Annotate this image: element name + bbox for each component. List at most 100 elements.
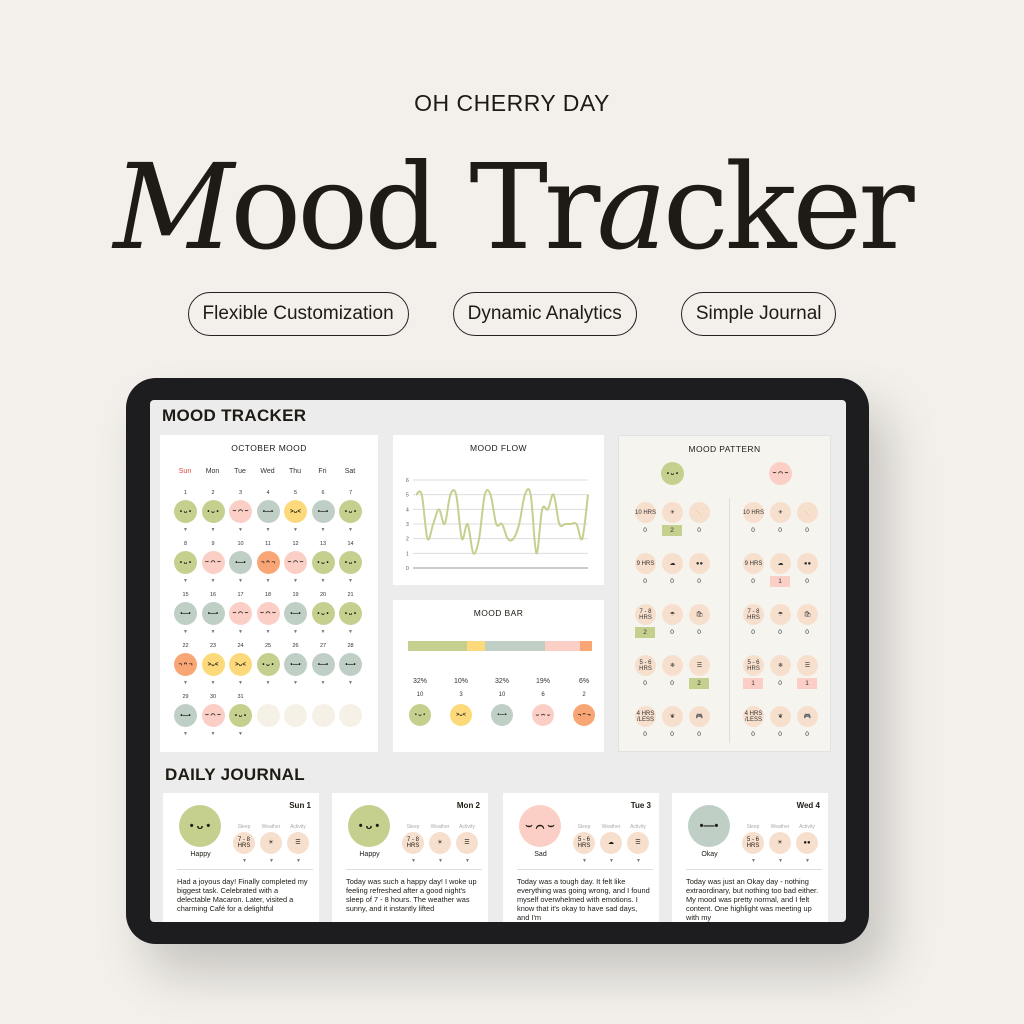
dropdown-caret-icon[interactable]: ▼: [265, 527, 271, 533]
dropdown-caret-icon[interactable]: ▼: [210, 680, 216, 686]
mood-face-happy[interactable]: • ᴗ •: [348, 805, 390, 847]
mood-face-okay[interactable]: •—•: [311, 653, 335, 676]
divider: [177, 869, 313, 870]
mood-face-happy[interactable]: • ᴗ •: [311, 551, 335, 574]
dropdown-caret-icon[interactable]: ▼: [320, 527, 326, 533]
dropdown-caret-icon[interactable]: ▼: [348, 527, 353, 533]
mood-face-excited[interactable]: >ᴗ<: [284, 500, 307, 523]
dropdown-caret-icon[interactable]: ▼: [320, 629, 326, 635]
dropdown-caret-icon[interactable]: ▼: [320, 578, 326, 584]
journal-card[interactable]: Mon 2 • ᴗ • Happy Sleep 7 - 8 HRS ▼ Weather ☀ ▼ A…: [332, 793, 488, 922]
dropdown-caret-icon[interactable]: ▼: [293, 629, 298, 635]
sleep-icon[interactable]: 7 - 8 HRS: [233, 832, 255, 854]
dropdown-caret-icon[interactable]: ▼: [269, 858, 274, 864]
dropdown-caret-icon[interactable]: ▼: [438, 858, 443, 864]
dropdown-caret-icon[interactable]: ▼: [296, 858, 301, 864]
activity-icon[interactable]: ☰: [627, 832, 649, 854]
dropdown-caret-icon[interactable]: ▼: [242, 858, 247, 864]
dropdown-caret-icon[interactable]: ▼: [210, 527, 216, 533]
dropdown-caret-icon[interactable]: ▼: [293, 680, 298, 686]
mood-face-okay[interactable]: •—•: [174, 602, 197, 625]
mood-face-sad[interactable]: ⌣ ⌒ ⌣: [229, 500, 252, 523]
dropdown-caret-icon[interactable]: ▼: [238, 629, 243, 635]
mood-face-angry[interactable]: ¬ ᴖ ¬: [256, 551, 280, 574]
journal-text[interactable]: Today was such a happy day! I woke up fe…: [346, 877, 477, 913]
mood-face-okay[interactable]: •—•: [201, 602, 225, 625]
mood-face-okay[interactable]: •—•: [688, 805, 730, 847]
mood-face-angry[interactable]: ¬ ᴖ ¬: [174, 653, 197, 676]
journal-card[interactable]: Wed 4 •—• Okay Sleep 5 - 6 HRS ▼ Weather ☀ ▼ Acti…: [672, 793, 828, 922]
mood-face-okay[interactable]: •—•: [284, 602, 307, 625]
mood-face-happy[interactable]: • ᴗ •: [201, 500, 225, 523]
dropdown-caret-icon[interactable]: ▼: [265, 629, 271, 635]
mood-face-sad[interactable]: ⌣ ⌒ ⌣: [201, 704, 225, 727]
mood-face-sad[interactable]: ⌣ ⌒ ⌣: [284, 551, 307, 574]
dropdown-caret-icon[interactable]: ▼: [210, 731, 216, 737]
mood-face-sad[interactable]: ⌣ ⌒ ⌣: [519, 805, 561, 847]
mood-face-okay[interactable]: •—•: [174, 704, 197, 727]
dropdown-caret-icon[interactable]: ▼: [210, 578, 216, 584]
weather-icon[interactable]: ☀: [769, 832, 791, 854]
dropdown-caret-icon[interactable]: ▼: [265, 578, 271, 584]
dropdown-caret-icon[interactable]: ▼: [238, 578, 243, 584]
dropdown-caret-icon[interactable]: ▼: [293, 527, 298, 533]
dropdown-caret-icon[interactable]: ▼: [238, 680, 243, 686]
mood-face-excited[interactable]: >ᴗ<: [229, 653, 252, 676]
sleep-icon[interactable]: 5 - 6 HRS: [573, 832, 595, 854]
weather-icon[interactable]: ☀: [260, 832, 282, 854]
mood-face-sad[interactable]: ⌣ ⌒ ⌣: [256, 602, 280, 625]
dropdown-caret-icon[interactable]: ▼: [609, 858, 614, 864]
journal-text[interactable]: Today was just an Okay day - nothing ext…: [686, 877, 819, 922]
mood-face-okay[interactable]: •—•: [229, 551, 252, 574]
dropdown-caret-icon[interactable]: ▼: [411, 858, 416, 864]
mood-face-okay[interactable]: •—•: [284, 653, 307, 676]
journal-text[interactable]: Had a joyous day! Finally completed my b…: [177, 877, 308, 913]
mood-face-happy[interactable]: • ᴗ •: [174, 500, 197, 523]
weather-icon[interactable]: ☀: [429, 832, 451, 854]
weather-icon[interactable]: ☁: [600, 832, 622, 854]
journal-text[interactable]: Today was a tough day. It felt like ever…: [517, 877, 650, 922]
activity-icon[interactable]: ●●: [796, 832, 818, 854]
dropdown-caret-icon[interactable]: ▼: [805, 858, 810, 864]
mood-face-happy[interactable]: • ᴗ •: [174, 551, 197, 574]
dropdown-caret-icon[interactable]: ▼: [348, 629, 353, 635]
dropdown-caret-icon[interactable]: ▼: [183, 680, 188, 686]
activity-icon[interactable]: ☰: [287, 832, 309, 854]
dropdown-caret-icon[interactable]: ▼: [183, 629, 188, 635]
mood-face-happy: • ᴗ •: [409, 704, 431, 726]
mood-face-happy[interactable]: • ᴗ •: [256, 653, 280, 676]
dropdown-caret-icon[interactable]: ▼: [778, 858, 783, 864]
dropdown-caret-icon[interactable]: ▼: [210, 629, 216, 635]
mood-face-sad[interactable]: ⌣ ⌒ ⌣: [201, 551, 225, 574]
sleep-icon[interactable]: 5 - 6 HRS: [742, 832, 764, 854]
dropdown-caret-icon[interactable]: ▼: [751, 858, 756, 864]
dropdown-caret-icon[interactable]: ▼: [293, 578, 298, 584]
mood-face-happy[interactable]: • ᴗ •: [229, 704, 252, 727]
dropdown-caret-icon[interactable]: ▼: [320, 680, 326, 686]
activity-icon[interactable]: ☰: [456, 832, 478, 854]
dropdown-caret-icon[interactable]: ▼: [465, 858, 470, 864]
mood-face-happy[interactable]: • ᴗ •: [339, 551, 362, 574]
dropdown-caret-icon[interactable]: ▼: [183, 731, 188, 737]
mood-face-sad[interactable]: ⌣ ⌒ ⌣: [229, 602, 252, 625]
dropdown-caret-icon[interactable]: ▼: [238, 527, 243, 533]
mood-face-happy[interactable]: • ᴗ •: [179, 805, 221, 847]
journal-card[interactable]: Tue 3 ⌣ ⌒ ⌣ Sad Sleep 5 - 6 HRS ▼ Weather ☁ ▼ Act…: [503, 793, 659, 922]
dropdown-caret-icon[interactable]: ▼: [183, 527, 188, 533]
sleep-icon[interactable]: 7 - 8 HRS: [402, 832, 424, 854]
mood-face-okay[interactable]: •—•: [339, 653, 362, 676]
journal-card[interactable]: Sun 1 • ᴗ • Happy Sleep 7 - 8 HRS ▼ Weather ☀ ▼ A…: [163, 793, 319, 922]
mood-face-happy[interactable]: • ᴗ •: [311, 602, 335, 625]
dropdown-caret-icon[interactable]: ▼: [636, 858, 641, 864]
mood-face-okay[interactable]: •—•: [311, 500, 335, 523]
dropdown-caret-icon[interactable]: ▼: [348, 680, 353, 686]
dropdown-caret-icon[interactable]: ▼: [238, 731, 243, 737]
mood-face-okay[interactable]: •—•: [256, 500, 280, 523]
mood-face-excited[interactable]: >ᴗ<: [201, 653, 225, 676]
dropdown-caret-icon[interactable]: ▼: [348, 578, 353, 584]
dropdown-caret-icon[interactable]: ▼: [582, 858, 587, 864]
mood-face-happy[interactable]: • ᴗ •: [339, 602, 362, 625]
dropdown-caret-icon[interactable]: ▼: [183, 578, 188, 584]
mood-face-happy[interactable]: • ᴗ •: [339, 500, 362, 523]
dropdown-caret-icon[interactable]: ▼: [265, 680, 271, 686]
